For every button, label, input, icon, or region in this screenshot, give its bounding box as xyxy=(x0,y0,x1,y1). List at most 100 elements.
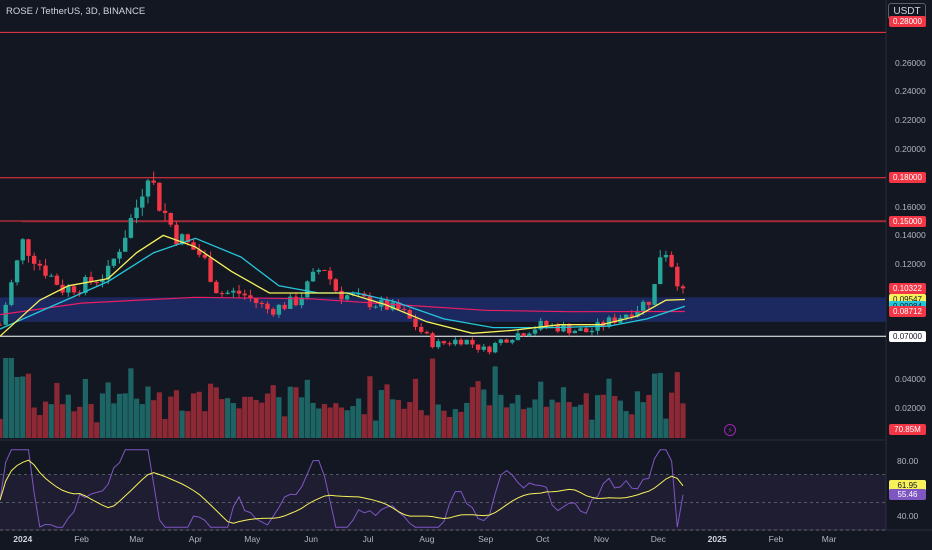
time-label[interactable]: Feb xyxy=(74,534,89,544)
candle xyxy=(310,271,316,282)
volume-bar xyxy=(629,414,635,438)
candle xyxy=(94,282,99,284)
candle xyxy=(225,292,230,294)
candle xyxy=(49,275,54,277)
time-label[interactable]: Jun xyxy=(304,534,318,544)
time-label[interactable]: 2025 xyxy=(707,534,727,544)
volume-bar xyxy=(407,401,413,438)
rsi-ma-badge: 61.95 xyxy=(889,480,926,492)
currency-button[interactable]: USDT xyxy=(888,3,926,20)
volume-bar xyxy=(105,382,111,438)
volume-bar xyxy=(600,394,606,438)
candle xyxy=(481,346,486,350)
candle xyxy=(652,284,657,305)
candle xyxy=(447,343,452,345)
candle xyxy=(117,251,122,259)
candle xyxy=(458,339,464,345)
candle xyxy=(31,255,37,264)
volume-bar xyxy=(390,399,396,438)
volume-bar xyxy=(464,402,470,438)
time-label[interactable]: Mar xyxy=(821,534,837,544)
volume-bar xyxy=(651,373,658,438)
volume-bar xyxy=(122,393,128,438)
candle xyxy=(270,309,276,315)
volume-bar xyxy=(25,373,32,438)
time-label[interactable]: Nov xyxy=(593,534,609,544)
time-label[interactable]: Apr xyxy=(188,534,203,544)
time-label[interactable]: Jul xyxy=(362,534,374,544)
volume-bar xyxy=(31,407,37,438)
volume-bar xyxy=(555,402,561,438)
ma-pink-line xyxy=(0,296,685,316)
candle xyxy=(487,346,492,353)
candle xyxy=(179,234,185,245)
candle xyxy=(413,318,418,328)
volume-bar xyxy=(612,396,618,438)
candle xyxy=(646,301,652,305)
alert-clock-icon[interactable]: ⚡ xyxy=(724,424,736,436)
volume-bar xyxy=(71,411,77,438)
candle xyxy=(43,265,48,276)
volume-bar xyxy=(498,394,504,438)
volume-bar xyxy=(3,358,9,438)
candle xyxy=(197,249,202,255)
candle xyxy=(54,275,60,285)
volume-bar xyxy=(663,418,669,438)
time-label[interactable]: Aug xyxy=(419,534,435,544)
volume-bar xyxy=(401,408,407,438)
volume-bar xyxy=(185,411,191,438)
candle xyxy=(589,330,595,333)
volume-bar xyxy=(276,397,282,438)
volume-bar xyxy=(179,410,185,438)
volume-bar xyxy=(424,415,430,438)
volume-bar xyxy=(99,393,106,438)
candle xyxy=(333,279,339,291)
candle xyxy=(105,265,111,280)
volume-bar xyxy=(367,376,373,438)
candle xyxy=(66,286,71,293)
last-price-badge: 0.10322 xyxy=(889,282,926,294)
volume-bar xyxy=(202,411,208,438)
level-015-badge: 0.15000 xyxy=(889,215,926,227)
volume-bar xyxy=(236,408,242,438)
rsi-ma-line xyxy=(0,459,684,524)
volume-bar xyxy=(481,389,487,438)
volume-bar xyxy=(333,403,339,438)
volume-bar xyxy=(139,404,145,438)
candle xyxy=(253,298,259,304)
price-tick-label: 0.04000 xyxy=(895,374,926,385)
time-label[interactable]: Mar xyxy=(129,534,144,544)
volume-bar xyxy=(65,394,71,438)
candle xyxy=(572,330,578,334)
candle xyxy=(578,328,583,331)
volume-bar xyxy=(503,407,510,438)
rsi-badge: 55.46 xyxy=(889,489,926,501)
volume-bar xyxy=(162,418,168,438)
time-label[interactable]: 2024 xyxy=(13,534,33,544)
time-label[interactable]: Feb xyxy=(768,534,784,544)
ma-yellow-line xyxy=(0,234,685,337)
candle xyxy=(561,324,566,332)
time-label[interactable]: Dec xyxy=(650,534,666,544)
volume-bar xyxy=(207,383,214,438)
volume-bar xyxy=(373,420,379,438)
candle xyxy=(606,317,612,327)
time-label[interactable]: Sep xyxy=(478,534,494,544)
price-tick-label: 0.20000 xyxy=(895,144,926,154)
candle xyxy=(185,234,191,243)
volume-bar xyxy=(190,393,197,438)
candle xyxy=(373,306,378,308)
candle xyxy=(100,279,105,283)
candle xyxy=(475,344,481,350)
volume-bar xyxy=(532,399,538,438)
volume-bar xyxy=(560,387,567,438)
volume-bar xyxy=(14,376,20,438)
candle xyxy=(162,210,168,213)
time-label[interactable]: May xyxy=(244,534,261,544)
volume-bar xyxy=(572,406,578,438)
candle xyxy=(83,276,88,293)
time-label[interactable]: Oct xyxy=(535,534,550,544)
candle xyxy=(566,324,572,334)
candle xyxy=(322,269,327,271)
